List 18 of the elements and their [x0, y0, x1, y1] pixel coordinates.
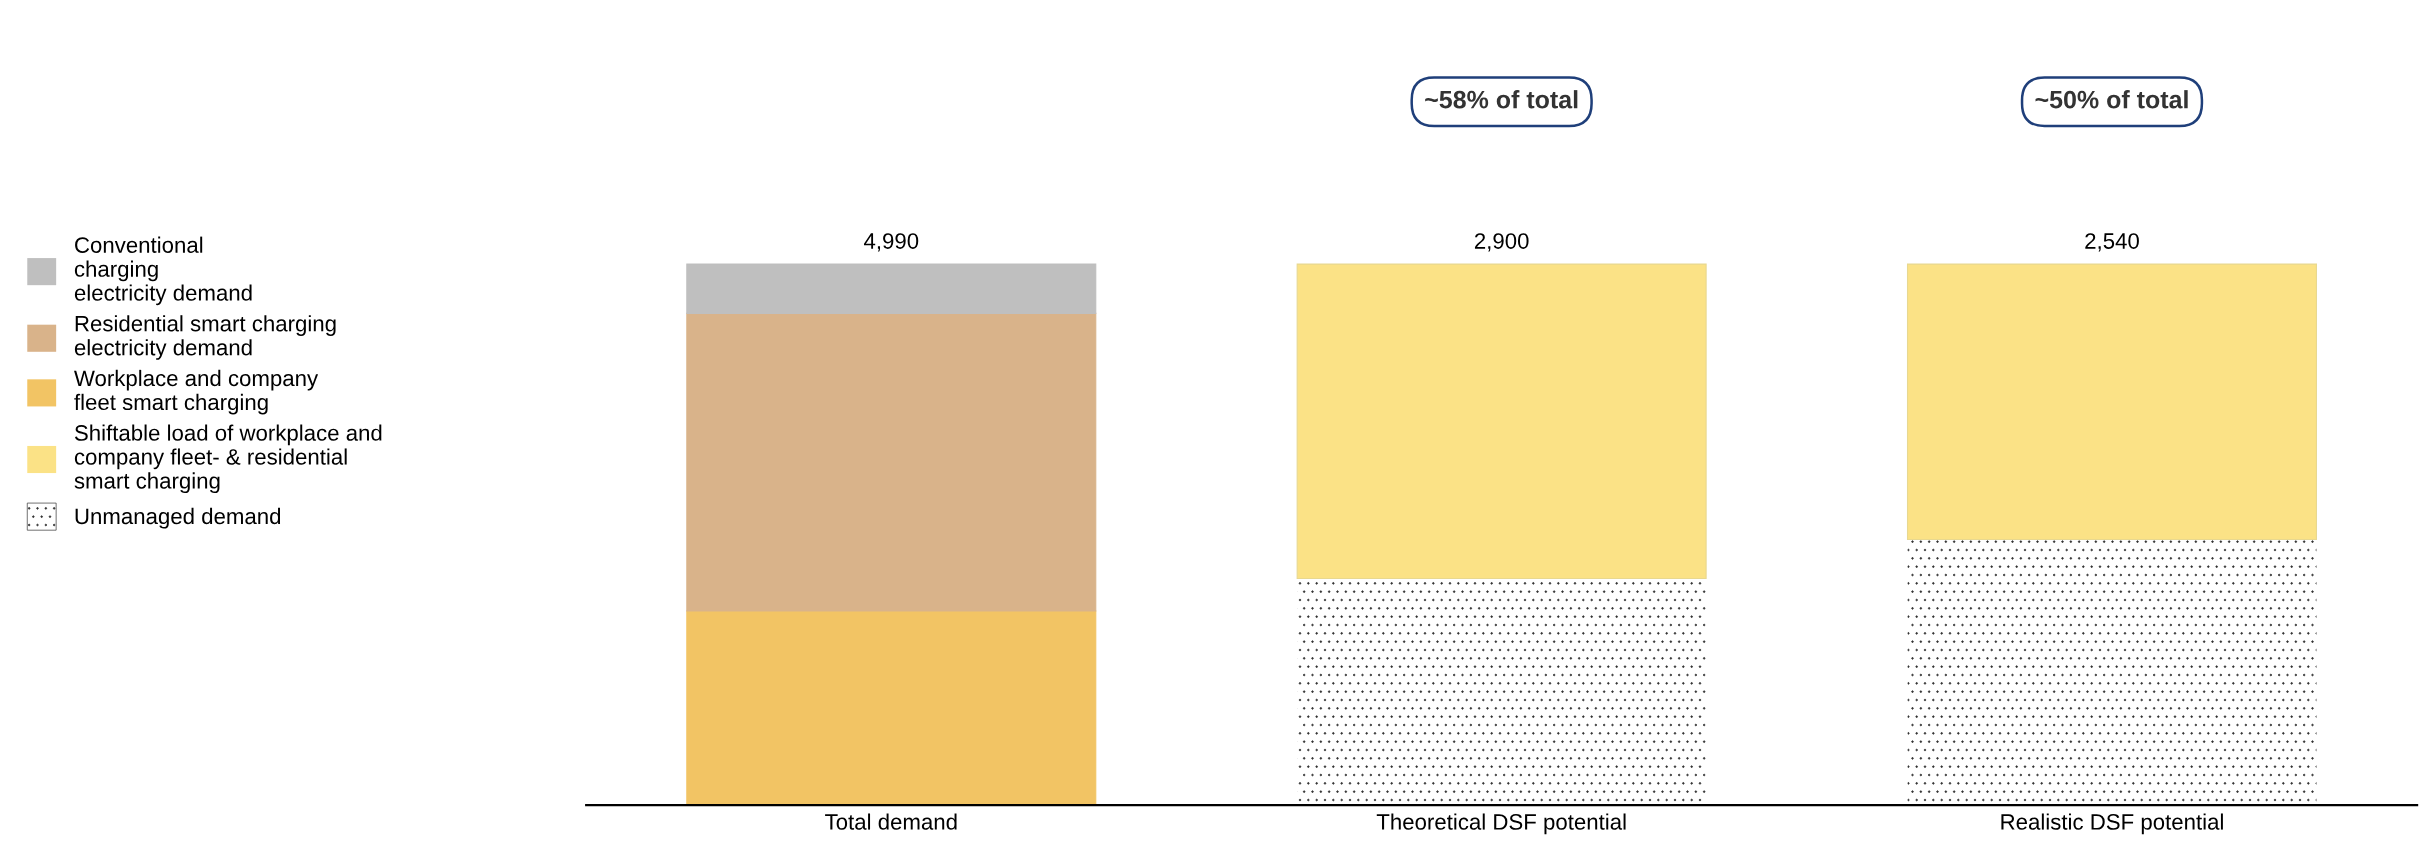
bar [686, 312, 1097, 612]
x-tick-label: Theoretical DSF potential [1376, 813, 1626, 835]
text: ~50% of total [2035, 90, 2188, 109]
data-label: 2,540 [2085, 233, 2139, 252]
legend-label: Conventional charging electricity demand [74, 236, 252, 306]
x-tick-label: Total demand [825, 813, 957, 830]
legend-label: Shiftable load of workplace and company fleet- & residential smart charging [74, 424, 382, 494]
data-label: 2,900 [1474, 233, 1529, 252]
total-label: 4,990 [864, 233, 919, 252]
legend-label: Workplace and company fleet smart charging [74, 369, 319, 415]
bar [686, 263, 1097, 314]
legend-label: Unmanaged demand [75, 507, 281, 529]
text: ~58% of total [1425, 90, 1578, 109]
legend-label: Residential smart charging electricity demand [74, 315, 336, 360]
bar [1906, 263, 2318, 541]
bar [686, 610, 1097, 806]
x-tick-label: Realistic DSF potential [2001, 813, 2223, 835]
bar [1296, 263, 1707, 580]
